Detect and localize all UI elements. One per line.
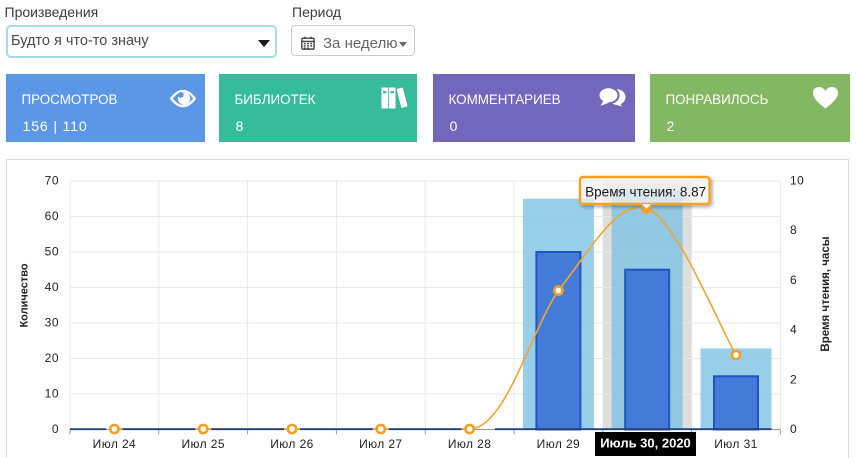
svg-text:0: 0: [52, 422, 59, 436]
svg-text:6: 6: [790, 273, 797, 287]
svg-text:Июл 27: Июл 27: [359, 437, 402, 451]
svg-text:Июл 28: Июл 28: [448, 437, 491, 451]
svg-text:2: 2: [790, 372, 797, 386]
svg-text:Июль 30, 2020: Июль 30, 2020: [600, 435, 691, 450]
svg-text:70: 70: [45, 174, 59, 188]
svg-text:40: 40: [45, 280, 59, 294]
svg-text:50: 50: [45, 245, 59, 259]
svg-text:Время чтения: 8.87: Время чтения: 8.87: [585, 184, 706, 199]
svg-text:Июл 31: Июл 31: [714, 437, 757, 451]
svg-text:Июл 26: Июл 26: [270, 437, 313, 451]
svg-text:0: 0: [790, 422, 797, 436]
svg-text:Июл 24: Июл 24: [93, 437, 136, 451]
svg-text:Время чтения, часы: Время чтения, часы: [820, 236, 832, 351]
svg-text:Июл 29: Июл 29: [537, 437, 580, 451]
svg-text:20: 20: [45, 351, 59, 365]
svg-text:10: 10: [45, 387, 59, 401]
svg-text:Количество: Количество: [19, 263, 31, 327]
svg-text:60: 60: [45, 209, 59, 223]
svg-text:30: 30: [45, 316, 59, 330]
svg-text:8: 8: [790, 223, 797, 237]
svg-text:10: 10: [790, 174, 804, 188]
svg-text:4: 4: [790, 323, 797, 337]
svg-text:Июл 25: Июл 25: [181, 437, 224, 451]
